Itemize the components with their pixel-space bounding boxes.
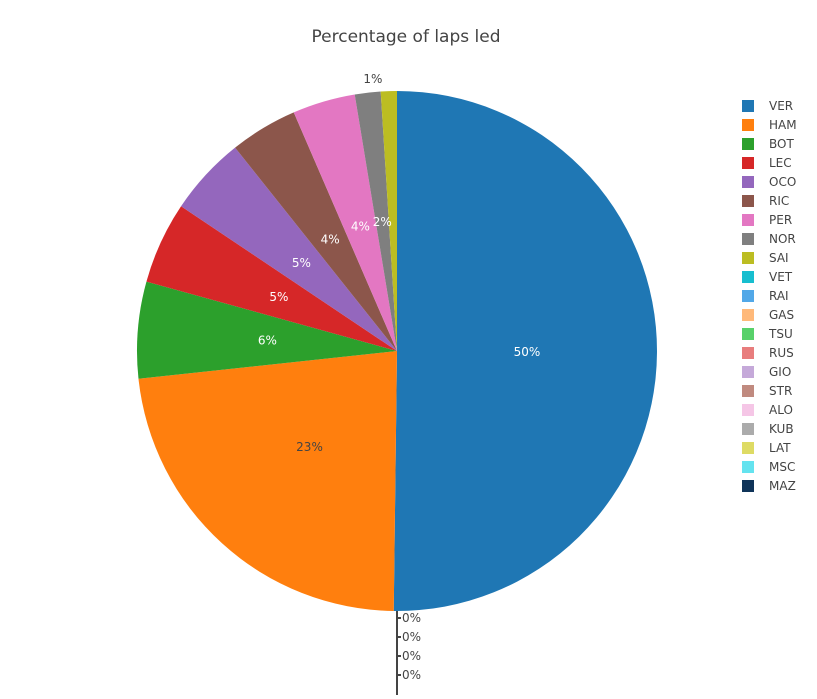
legend: VER HAM BOT LEC OCO RIC PER NOR SAI VET RAI GAS TSU R… — [742, 99, 797, 493]
pie-slice-bot[interactable] — [137, 281, 397, 379]
legend-label-gio: GIO — [769, 365, 791, 379]
legend-item-vet[interactable]: VET — [742, 270, 793, 284]
legend-label-tsu: TSU — [768, 327, 793, 341]
legend-swatch-oco — [742, 176, 754, 188]
legend-swatch-bot — [742, 138, 754, 150]
legend-swatch-nor — [742, 233, 754, 245]
legend-item-ver[interactable]: VER — [742, 99, 793, 113]
legend-swatch-ver — [742, 100, 754, 112]
slice-label-ver: 50% — [514, 345, 541, 359]
legend-label-ric: RIC — [769, 194, 789, 208]
legend-label-str: STR — [769, 384, 792, 398]
legend-swatch-gio — [742, 366, 754, 378]
slice-label-ham: 23% — [296, 440, 323, 454]
legend-item-tsu[interactable]: TSU — [742, 327, 793, 341]
legend-swatch-lat — [742, 442, 754, 454]
slice-label-per: 4% — [351, 219, 370, 233]
legend-item-alo[interactable]: ALO — [742, 403, 793, 417]
legend-item-msc[interactable]: MSC — [742, 460, 795, 474]
legend-label-oco: OCO — [769, 175, 796, 189]
slice-label-gas: 0% — [402, 649, 421, 663]
slice-label-tsu: 0% — [402, 668, 421, 682]
legend-swatch-sai — [742, 252, 754, 264]
pie-slice-oco[interactable] — [181, 147, 397, 351]
legend-item-maz[interactable]: MAZ — [742, 479, 796, 493]
legend-item-ham[interactable]: HAM — [742, 118, 797, 132]
legend-item-bot[interactable]: BOT — [742, 137, 794, 151]
legend-swatch-gas — [742, 309, 754, 321]
legend-item-rai[interactable]: RAI — [742, 289, 789, 303]
legend-item-gas[interactable]: GAS — [742, 308, 794, 322]
legend-label-nor: NOR — [769, 232, 796, 246]
legend-swatch-per — [742, 214, 754, 226]
slice-label-sai: 1% — [363, 72, 382, 86]
legend-label-sai: SAI — [769, 251, 789, 265]
legend-item-str[interactable]: STR — [742, 384, 792, 398]
legend-swatch-maz — [742, 480, 754, 492]
legend-swatch-tsu — [742, 328, 754, 340]
pie-slice-nor[interactable] — [354, 91, 397, 351]
slice-label-oco: 5% — [292, 256, 311, 270]
legend-label-ham: HAM — [769, 118, 797, 132]
pie-slices — [137, 91, 657, 611]
legend-label-bot: BOT — [769, 137, 794, 151]
legend-swatch-str — [742, 385, 754, 397]
legend-swatch-ric — [742, 195, 754, 207]
pie-slice-per[interactable] — [293, 94, 397, 351]
legend-label-lec: LEC — [769, 156, 792, 170]
legend-swatch-msc — [742, 461, 754, 473]
legend-item-oco[interactable]: OCO — [742, 175, 796, 189]
legend-item-nor[interactable]: NOR — [742, 232, 796, 246]
legend-label-lat: LAT — [769, 441, 791, 455]
legend-item-rus[interactable]: RUS — [742, 346, 794, 360]
pie-slice-ric[interactable] — [235, 112, 397, 352]
slice-label-bot: 6% — [258, 333, 277, 347]
pie-labels: 50%23%6%5%5%4%4% 2%1%0%0%0%0% — [258, 72, 540, 695]
legend-swatch-alo — [742, 404, 754, 416]
slice-label-vet: 0% — [402, 611, 421, 625]
legend-label-per: PER — [769, 213, 792, 227]
legend-swatch-ham — [742, 119, 754, 131]
legend-item-lec[interactable]: LEC — [742, 156, 792, 170]
legend-swatch-lec — [742, 157, 754, 169]
legend-label-rus: RUS — [769, 346, 794, 360]
pie-slice-sai[interactable] — [380, 91, 397, 351]
legend-item-ric[interactable]: RIC — [742, 194, 789, 208]
legend-item-lat[interactable]: LAT — [742, 441, 791, 455]
legend-swatch-rai — [742, 290, 754, 302]
legend-swatch-kub — [742, 423, 754, 435]
pie-slice-ham[interactable] — [138, 351, 397, 611]
slice-label-lec: 5% — [269, 290, 288, 304]
legend-swatch-vet — [742, 271, 754, 283]
legend-label-vet: VET — [769, 270, 793, 284]
slice-label-rai: 0% — [402, 630, 421, 644]
legend-label-kub: KUB — [769, 422, 794, 436]
slice-label-ric: 4% — [321, 233, 340, 247]
slice-label-nor: 2% — [373, 215, 392, 229]
legend-item-sai[interactable]: SAI — [742, 251, 789, 265]
legend-label-alo: ALO — [769, 403, 793, 417]
pie-slice-ver[interactable] — [393, 91, 657, 611]
legend-label-msc: MSC — [769, 460, 795, 474]
legend-label-rai: RAI — [769, 289, 789, 303]
chart-title: Percentage of laps led — [312, 27, 501, 47]
legend-label-gas: GAS — [769, 308, 794, 322]
legend-item-kub[interactable]: KUB — [742, 422, 794, 436]
legend-item-per[interactable]: PER — [742, 213, 792, 227]
pie-slice-lec[interactable] — [146, 206, 397, 351]
legend-label-maz: MAZ — [769, 479, 796, 493]
legend-swatch-rus — [742, 347, 754, 359]
legend-label-ver: VER — [769, 99, 793, 113]
legend-item-gio[interactable]: GIO — [742, 365, 791, 379]
